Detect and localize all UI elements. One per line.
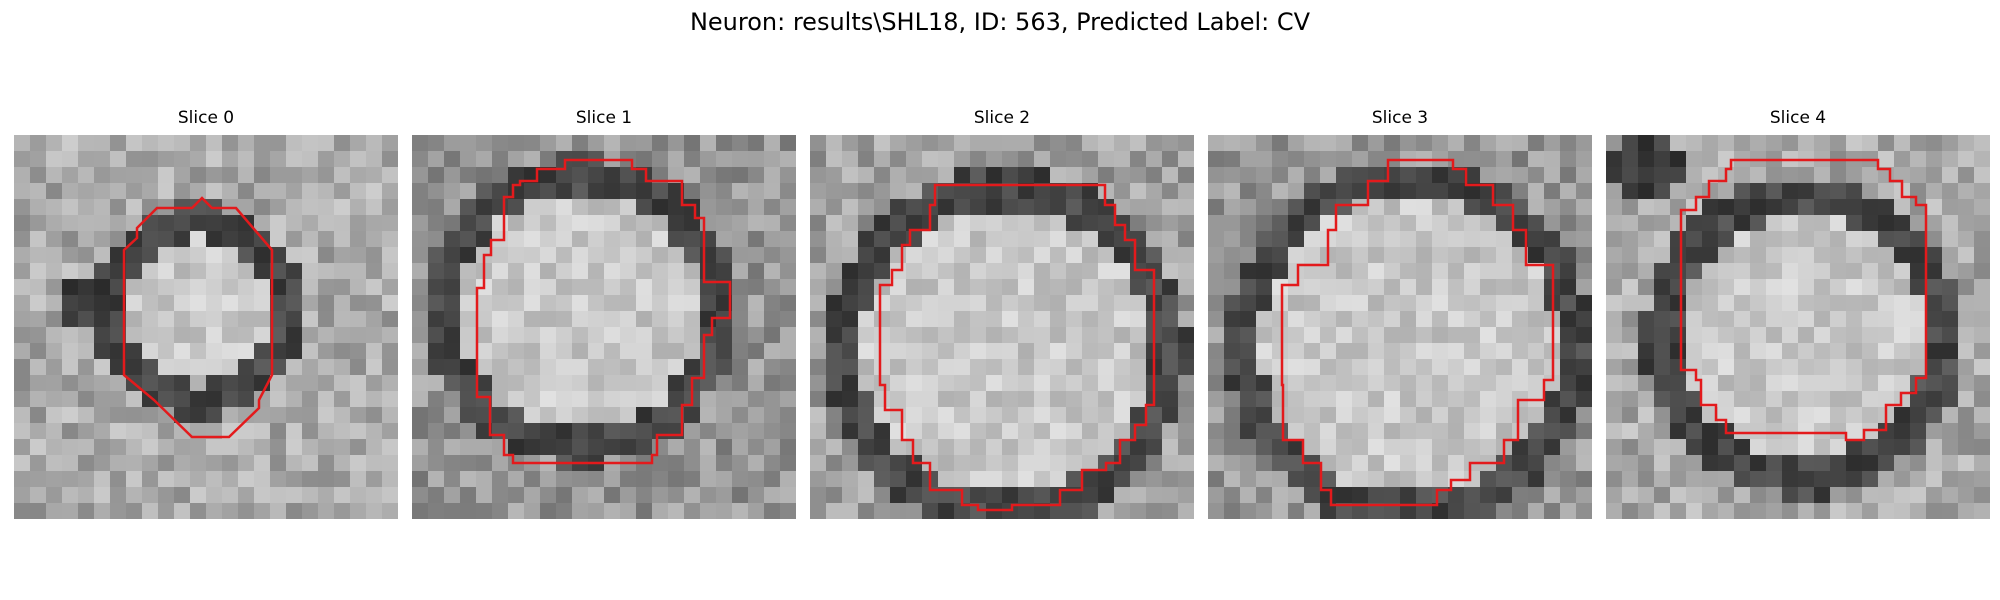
slice-title-3: Slice 3 (1371, 108, 1429, 128)
slice-title-2: Slice 2 (973, 108, 1031, 128)
slice-image-0 (14, 135, 398, 519)
noise-texture (412, 135, 796, 519)
slice-image-1 (412, 135, 796, 519)
slice-image-2 (810, 135, 1194, 519)
segmentation-contour (122, 196, 274, 439)
slice-image-4 (1606, 135, 1990, 519)
noise-texture (1208, 135, 1592, 519)
slice-title-1: Slice 1 (575, 108, 633, 128)
segmentation-contour (1280, 158, 1555, 507)
noise-texture (1606, 135, 1990, 519)
segmentation-contour (878, 183, 1156, 512)
figure-title: Neuron: results\SHL18, ID: 563, Predicte… (689, 8, 1311, 36)
slice-title-4: Slice 4 (1769, 108, 1827, 128)
noise-texture (14, 135, 398, 519)
slice-image-3 (1208, 135, 1592, 519)
segmentation-contour (1679, 158, 1928, 442)
slice-title-0: Slice 0 (177, 108, 235, 128)
segmentation-contour (475, 158, 732, 465)
noise-texture (810, 135, 1194, 519)
